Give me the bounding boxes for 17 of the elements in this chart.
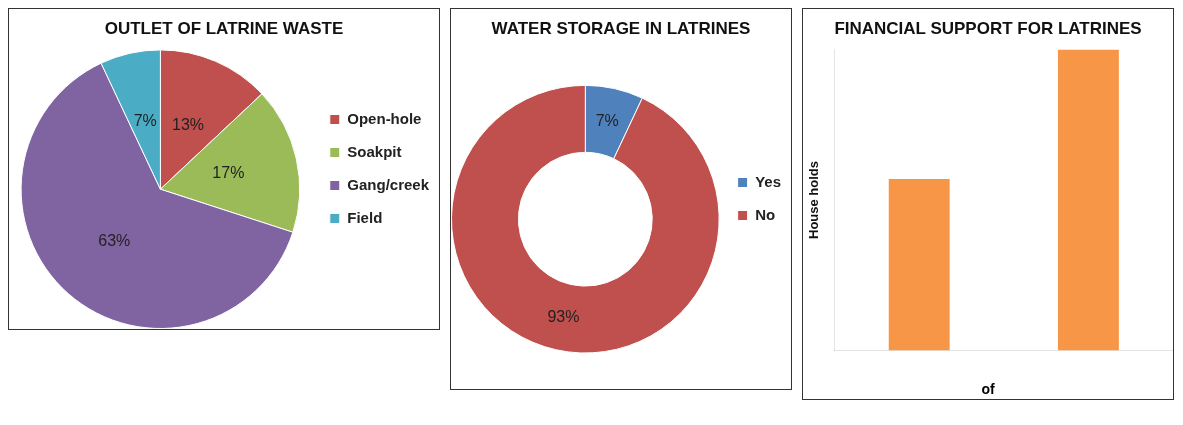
legend-label: Field [347, 208, 383, 226]
data-label: 7% [133, 111, 157, 129]
data-label: 93% [547, 307, 580, 325]
chart-title: WATER STORAGE IN LATRINES [491, 18, 751, 38]
legend-label: Soakpit [347, 142, 402, 160]
legend-label: No [755, 205, 776, 223]
data-label: 13% [172, 115, 205, 133]
data-label: 7% [595, 111, 619, 129]
data-label: 17% [212, 164, 245, 182]
legend-label: Gang/creek [347, 175, 430, 193]
chart-title: OUTLET OF LATRINE WASTE [104, 18, 344, 38]
y-axis-title: House holds [806, 160, 822, 240]
text: of [980, 380, 996, 399]
chart-title: FINANCIAL SUPPORT FOR LATRINES [834, 18, 1142, 38]
legend-label: Yes [755, 172, 782, 190]
legend-label: Open-hole [347, 109, 422, 127]
data-label: 63% [98, 231, 131, 249]
